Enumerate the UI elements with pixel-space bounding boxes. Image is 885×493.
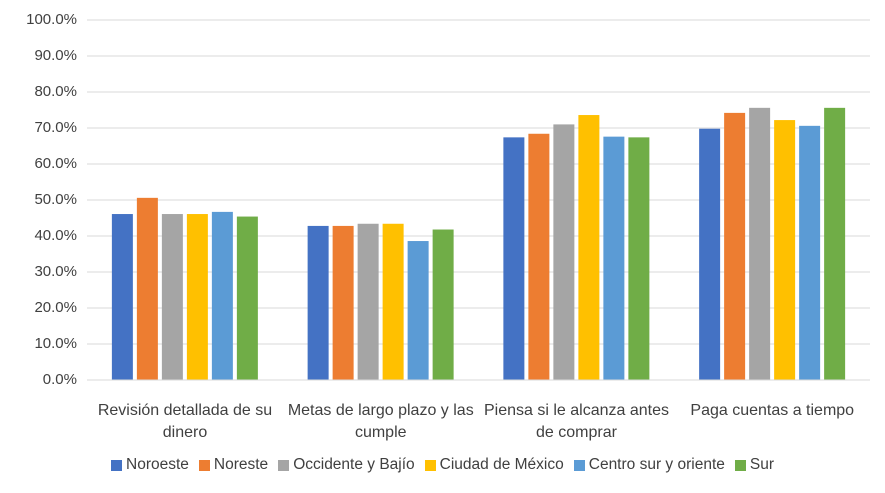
x-tick-label: Piensa si le alcanza antes de comprar: [484, 402, 669, 441]
y-tick-label: 10.0%: [34, 335, 77, 352]
bar: [774, 120, 796, 380]
bar: [578, 115, 600, 380]
legend-swatch: [734, 459, 746, 471]
bar: [724, 112, 746, 380]
bar: [186, 214, 208, 380]
bar: [332, 225, 354, 380]
legend-label: Ciudad de México: [439, 456, 564, 473]
bar: [553, 124, 575, 381]
legend-swatch: [111, 459, 122, 471]
legend-item: Sur: [734, 456, 774, 474]
bar: [407, 241, 429, 380]
y-tick-label: 50.0%: [34, 191, 77, 208]
legend-label: Occidente y Bajío: [293, 456, 415, 473]
legend-label: Sur: [749, 456, 774, 473]
bar: [628, 137, 650, 380]
legend-label: Noroeste: [126, 456, 189, 473]
legend-item: Noreste: [198, 456, 269, 474]
y-tick-label: 20.0%: [34, 299, 77, 316]
y-tick-label: 80.0%: [34, 83, 77, 100]
bar: [382, 223, 404, 380]
y-tick-label: 100.0%: [26, 11, 77, 28]
legend-item: Ciudad de México: [424, 456, 564, 474]
bar: [824, 107, 846, 380]
bar: [136, 197, 158, 380]
legend-label: Centro sur y oriente: [588, 456, 725, 473]
bar: [699, 128, 721, 380]
bar: [528, 133, 550, 380]
y-tick-label: 0.0%: [43, 371, 77, 388]
y-tick-label: 70.0%: [34, 119, 77, 136]
bar: [236, 216, 258, 380]
x-tick-label: Metas de largo plazo y las cumple: [287, 402, 474, 441]
bar: [749, 107, 771, 380]
legend-item: Noroeste: [111, 456, 189, 474]
y-tick-label: 90.0%: [34, 47, 77, 64]
legend-item: Occidente y Bajío: [278, 456, 415, 474]
y-tick-label: 60.0%: [34, 155, 77, 172]
y-tick-label: 40.0%: [34, 227, 77, 244]
legend-item: Centro sur y oriente: [573, 456, 725, 474]
legend-swatch: [424, 459, 436, 471]
bar: [432, 229, 454, 380]
bar: [111, 214, 133, 380]
legend: Noroeste Noreste Occidente y Bajío Ciudad d…: [0, 456, 885, 474]
bar: [307, 225, 329, 380]
y-tick-label: 30.0%: [34, 263, 77, 280]
bar: [603, 136, 625, 380]
legend-swatch: [198, 459, 210, 471]
bar: [799, 125, 821, 380]
legend-swatch: [278, 459, 290, 471]
bar: [161, 214, 183, 380]
bar: [211, 211, 233, 380]
x-tick-label: Paga cuentas a tiempo: [690, 402, 855, 419]
legend-swatch: [573, 459, 585, 471]
bar: [503, 137, 525, 380]
bar: [357, 223, 379, 380]
x-tick-label: Revisión detallada de su dinero: [97, 402, 273, 441]
legend-label: Noreste: [213, 456, 269, 473]
